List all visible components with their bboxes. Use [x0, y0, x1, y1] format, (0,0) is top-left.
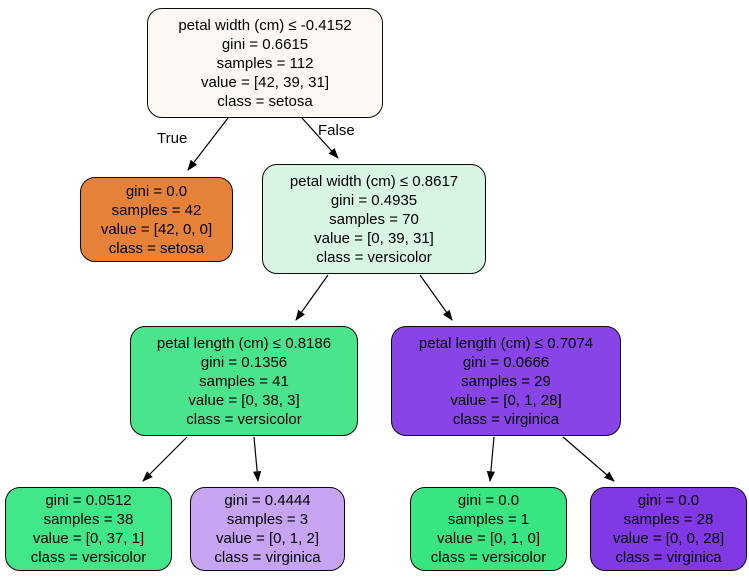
- edge-purplesplit-right: [562, 436, 615, 482]
- edge-purplesplit-left: [486, 436, 495, 483]
- node-class: class = virginica: [452, 410, 560, 428]
- node-class: class = virginica: [214, 549, 321, 566]
- node-gini: gini = 0.0512: [45, 492, 132, 509]
- node-samples: samples = 28: [623, 511, 714, 528]
- tree-leaf-versicolor-1: gini = 0.0 samples = 1 value = [0, 1, 0]…: [410, 487, 567, 571]
- node-value: value = [0, 37, 1]: [32, 530, 145, 547]
- node-samples: samples = 38: [43, 511, 134, 528]
- node-gini: gini = 0.0: [457, 492, 520, 509]
- edge-label-true: True: [157, 130, 188, 147]
- edge-versicolorsplit-left: [295, 274, 329, 321]
- node-class: class = setosa: [108, 239, 205, 257]
- tree-node-setosa-leaf: gini = 0.0 samples = 42 value = [42, 0, …: [80, 177, 233, 262]
- node-samples: samples = 1: [447, 511, 530, 528]
- tree-leaf-versicolor-38: gini = 0.0512 samples = 38 value = [0, 3…: [5, 487, 172, 571]
- node-gini: gini = 0.0: [125, 182, 188, 200]
- node-samples: samples = 70: [329, 210, 419, 228]
- node-value: value = [0, 1, 28]: [450, 391, 562, 409]
- node-class: class = setosa: [217, 92, 313, 110]
- node-class: class = versicolor: [316, 248, 432, 266]
- node-value: value = [42, 0, 0]: [100, 220, 213, 238]
- node-class: class = versicolor: [186, 410, 302, 428]
- node-value: value = [0, 39, 31]: [314, 229, 434, 247]
- node-split-condition: petal length (cm) ≤ 0.8186: [156, 334, 332, 352]
- node-gini: gini = 0.0: [637, 492, 700, 509]
- edge-greensplit-right: [253, 436, 262, 483]
- edge-root-true: [187, 117, 229, 171]
- node-samples: samples = 42: [111, 201, 202, 219]
- node-class: class = versicolor: [430, 549, 547, 566]
- node-value: value = [0, 1, 0]: [437, 530, 540, 547]
- node-value: value = [0, 38, 3]: [188, 391, 300, 409]
- tree-leaf-virginica-3: gini = 0.4444 samples = 3 value = [0, 1,…: [190, 487, 345, 571]
- node-split-condition: petal length (cm) ≤ 0.7074: [418, 334, 594, 352]
- tree-node-root: petal width (cm) ≤ -0.4152 gini = 0.6615…: [147, 8, 383, 118]
- node-samples: samples = 41: [199, 372, 289, 390]
- node-gini: gini = 0.1356: [200, 353, 288, 371]
- node-split-condition: petal width (cm) ≤ 0.8617: [289, 172, 459, 190]
- tree-node-petal-length-right-split: petal length (cm) ≤ 0.7074 gini = 0.0666…: [391, 326, 621, 436]
- node-class: class = virginica: [615, 549, 722, 566]
- node-gini: gini = 0.0666: [462, 353, 550, 371]
- edge-label-false: False: [318, 122, 355, 139]
- edge-root-false: [301, 117, 339, 159]
- node-value: value = [0, 0, 28]: [612, 530, 725, 547]
- edge-greensplit-left: [142, 436, 188, 482]
- node-gini: gini = 0.4444: [224, 492, 311, 509]
- tree-node-versicolor-split: petal width (cm) ≤ 0.8617 gini = 0.4935 …: [262, 164, 486, 274]
- tree-node-petal-length-left-split: petal length (cm) ≤ 0.8186 gini = 0.1356…: [130, 326, 358, 436]
- node-samples: samples = 3: [226, 511, 309, 528]
- node-samples: samples = 29: [461, 372, 551, 390]
- node-gini: gini = 0.6615: [221, 35, 309, 53]
- node-value: value = [0, 1, 2]: [216, 530, 319, 547]
- node-class: class = versicolor: [30, 549, 147, 566]
- node-gini: gini = 0.4935: [330, 191, 418, 209]
- node-samples: samples = 112: [216, 54, 314, 72]
- node-value: value = [42, 39, 31]: [200, 73, 329, 91]
- node-split-condition: petal width (cm) ≤ -0.4152: [178, 16, 352, 34]
- edge-versicolorsplit-right: [419, 274, 453, 321]
- tree-leaf-virginica-28: gini = 0.0 samples = 28 value = [0, 0, 2…: [590, 487, 747, 571]
